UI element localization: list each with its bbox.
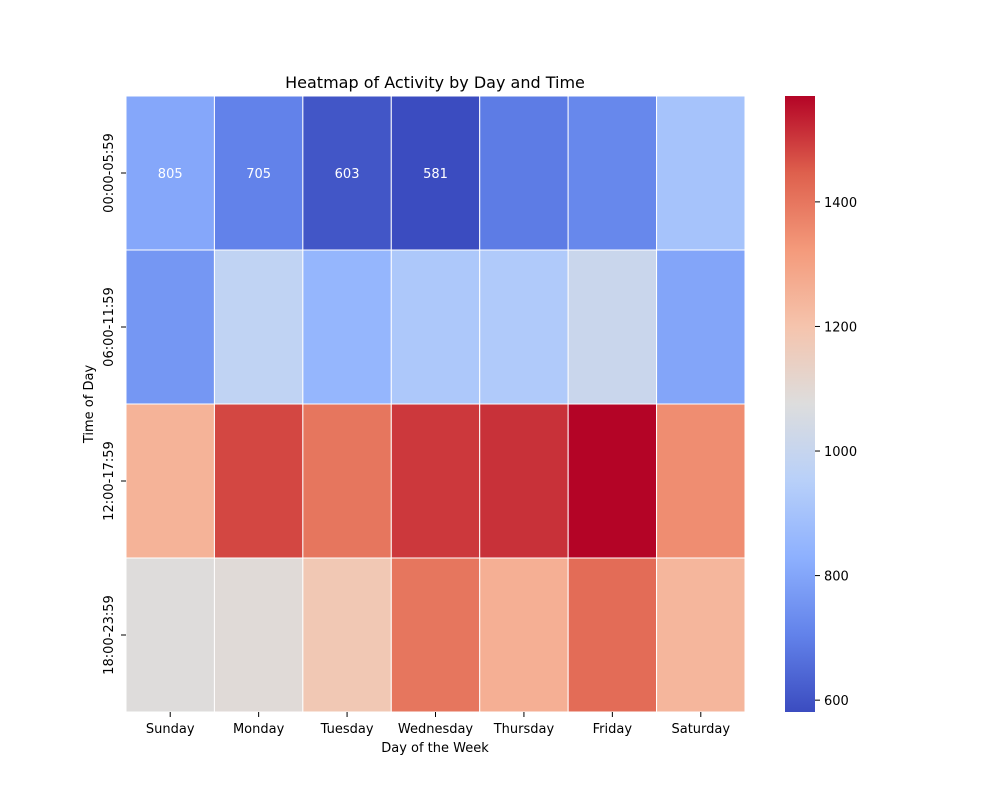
x-tick-label: Saturday	[671, 722, 730, 737]
y-tick-label: 00:00-05:59	[102, 133, 117, 213]
colorbar-tick-label: 1200	[824, 320, 857, 335]
heatmap-cell	[656, 95, 746, 251]
x-tick-label: Tuesday	[320, 722, 374, 737]
cell-annotations: 805 705 603 581	[158, 167, 448, 182]
heatmap-cell	[567, 249, 658, 405]
heatmap-cell	[125, 557, 215, 713]
heatmap-cell	[656, 249, 746, 405]
heatmap-cell	[302, 95, 392, 251]
heatmap-cell	[213, 249, 304, 405]
heatmap-cell	[213, 403, 304, 559]
y-axis-label: Time of Day	[82, 365, 97, 445]
heatmap-cell	[567, 95, 658, 251]
chart-title: Heatmap of Activity by Day and Time	[285, 73, 585, 92]
colorbar-tick-label: 1400	[824, 196, 857, 211]
heatmap-cell	[479, 249, 569, 405]
heatmap-cell	[567, 403, 658, 559]
x-tick-label: Thursday	[493, 722, 555, 737]
heatmap-cell	[390, 557, 481, 713]
y-tick-label: 12:00-17:59	[102, 441, 117, 521]
x-tick-label: Friday	[593, 722, 633, 737]
heatmap-cell	[125, 403, 215, 559]
cell-value-label: 805	[158, 167, 183, 182]
heatmap-cells	[125, 95, 746, 713]
y-axis-ticks: 00:00-05:59 06:00-11:59 12:00-17:59 18:00-2…	[102, 133, 126, 675]
colorbar-ticks: 600 800 1000 1200 1400	[815, 196, 857, 709]
colorbar-tick-label: 600	[824, 694, 849, 709]
heatmap-cell	[656, 557, 746, 713]
heatmap-cell	[390, 403, 481, 559]
x-tick-label: Sunday	[146, 722, 195, 737]
heatmap-cell	[213, 557, 304, 713]
heatmap-cell	[213, 95, 304, 251]
cell-value-label: 705	[246, 167, 271, 182]
heatmap-cell	[390, 95, 481, 251]
heatmap-cell	[302, 557, 392, 713]
x-axis-label: Day of the Week	[381, 741, 489, 756]
heatmap-cell	[567, 557, 658, 713]
heatmap-cell	[390, 249, 481, 405]
heatmap-cell	[125, 249, 215, 405]
heatmap-cell	[479, 95, 569, 251]
heatmap-cell	[479, 403, 569, 559]
cell-value-label: 581	[423, 167, 448, 182]
colorbar-tick-label: 1000	[824, 445, 857, 460]
y-tick-label: 18:00-23:59	[102, 595, 117, 675]
y-tick-label: 06:00-11:59	[102, 287, 117, 367]
heatmap-cell	[479, 557, 569, 713]
colorbar	[785, 96, 815, 712]
heatmap-cell	[302, 403, 392, 559]
x-tick-label: Wednesday	[398, 722, 474, 737]
x-tick-label: Monday	[233, 722, 285, 737]
cell-value-label: 603	[335, 167, 360, 182]
heatmap-cell	[656, 403, 746, 559]
heatmap-cell	[125, 95, 215, 251]
heatmap-cell	[302, 249, 392, 405]
colorbar-tick-label: 800	[824, 570, 849, 585]
x-axis-ticks: Sunday Monday Tuesday Wednesday Thursday Frid…	[146, 712, 730, 737]
